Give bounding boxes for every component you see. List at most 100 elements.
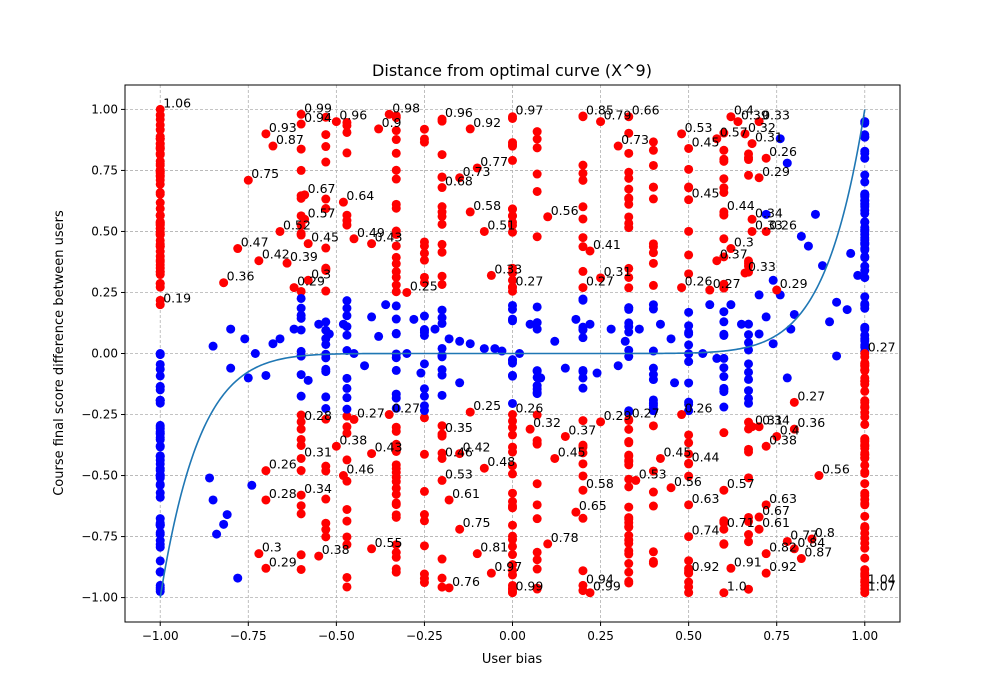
inlier-point (648, 304, 658, 314)
data-label: 0.44 (727, 198, 755, 213)
outlier-point (624, 128, 634, 138)
labeled-outlier-point (677, 410, 687, 420)
inlier-point (525, 319, 535, 329)
outlier-point (321, 263, 331, 273)
inlier-point (314, 319, 324, 329)
outlier-point (437, 271, 447, 281)
data-label: 0.26 (685, 401, 713, 416)
outlier-point (391, 229, 401, 239)
inlier-point (360, 361, 370, 371)
labeled-outlier-point (508, 283, 517, 293)
outlier-point (342, 411, 352, 421)
labeled-outlier-point (338, 197, 348, 207)
labeled-outlier-point (550, 453, 560, 463)
labeled-outlier-point (300, 190, 310, 200)
outlier-point (342, 117, 352, 127)
inlier-point (296, 370, 306, 380)
outlier-point (860, 365, 870, 375)
outlier-point (719, 279, 729, 289)
inlier-point (303, 375, 313, 385)
outlier-point (391, 267, 401, 277)
outlier-point (624, 283, 634, 293)
inlier-point (296, 313, 306, 323)
outlier-point (508, 204, 517, 214)
data-label: 0.33 (748, 259, 776, 274)
y-tick-label: −0.75 (81, 530, 118, 544)
labeled-outlier-point (254, 549, 264, 559)
outlier-point (648, 258, 658, 268)
labeled-outlier-point (740, 268, 750, 278)
outlier-point (391, 259, 401, 269)
data-label: 0.49 (357, 225, 385, 240)
outlier-point (684, 556, 694, 566)
inlier-point (860, 217, 870, 227)
outlier-point (532, 134, 542, 144)
labeled-outlier-point (677, 129, 687, 139)
labeled-outlier-point (349, 414, 359, 424)
inlier-point (860, 273, 870, 283)
outlier-point (684, 430, 694, 440)
data-label: 0.63 (769, 491, 797, 506)
labeled-outlier-point (296, 453, 306, 463)
outlier-point (860, 386, 870, 396)
outlier-point (648, 421, 658, 431)
labeled-outlier-point (282, 258, 292, 268)
data-label: 0.39 (290, 249, 318, 264)
data-label: 0.46 (346, 462, 374, 477)
data-label: 0.27 (868, 340, 896, 355)
outlier-point (391, 165, 401, 175)
outlier-point (624, 474, 634, 484)
outlier-point (296, 550, 306, 560)
inlier-point (419, 330, 429, 340)
outlier-point (508, 520, 517, 530)
outlier-point (860, 460, 870, 470)
inlier-point (536, 373, 546, 383)
data-label: 0.33 (494, 261, 522, 276)
labeled-outlier-point (479, 226, 489, 236)
outlier-point (624, 578, 634, 588)
labeled-outlier-point (596, 273, 606, 283)
outlier-point (624, 522, 634, 532)
inlier-point (670, 378, 680, 388)
labeled-outlier-point (712, 256, 722, 266)
labeled-outlier-point (719, 588, 729, 598)
data-label: 0.29 (762, 164, 790, 179)
outlier-point (321, 525, 331, 535)
inlier-point (719, 363, 729, 373)
labeled-outlier-point (508, 588, 517, 598)
data-label: 0.8 (815, 525, 835, 540)
outlier-point (648, 547, 658, 557)
outlier-point (744, 537, 754, 547)
data-label: 0.66 (632, 103, 660, 118)
labeled-outlier-point (613, 141, 623, 151)
inlier-point (155, 514, 165, 524)
data-label: 0.92 (769, 559, 797, 574)
outlier-point (719, 174, 729, 184)
data-label: 0.75 (463, 515, 491, 530)
labeled-outlier-point (578, 580, 588, 590)
labeled-outlier-point (486, 270, 496, 280)
labeled-outlier-point (754, 422, 764, 432)
inlier-point (578, 373, 588, 383)
inlier-point (744, 330, 754, 340)
data-label: 0.73 (621, 132, 649, 147)
inlier-point (342, 383, 352, 393)
x-tick-label: 0.25 (587, 629, 614, 643)
data-label: 0.77 (790, 527, 818, 542)
labeled-outlier-point (465, 407, 475, 417)
labeled-outlier-point (289, 283, 299, 293)
outlier-point (342, 127, 352, 137)
outlier-point (744, 170, 754, 180)
inlier-point (666, 334, 676, 344)
chart-title: Distance from optimal curve (X^9) (372, 61, 652, 80)
inlier-point (684, 406, 694, 416)
outlier-point (508, 497, 517, 507)
y-tick-label: 0.25 (91, 285, 118, 299)
inlier-point (803, 241, 813, 251)
outlier-point (648, 145, 658, 155)
outlier-point (391, 564, 401, 574)
outlier-point (437, 247, 447, 257)
outlier-point (321, 414, 331, 424)
data-label: 0.79 (604, 108, 632, 123)
